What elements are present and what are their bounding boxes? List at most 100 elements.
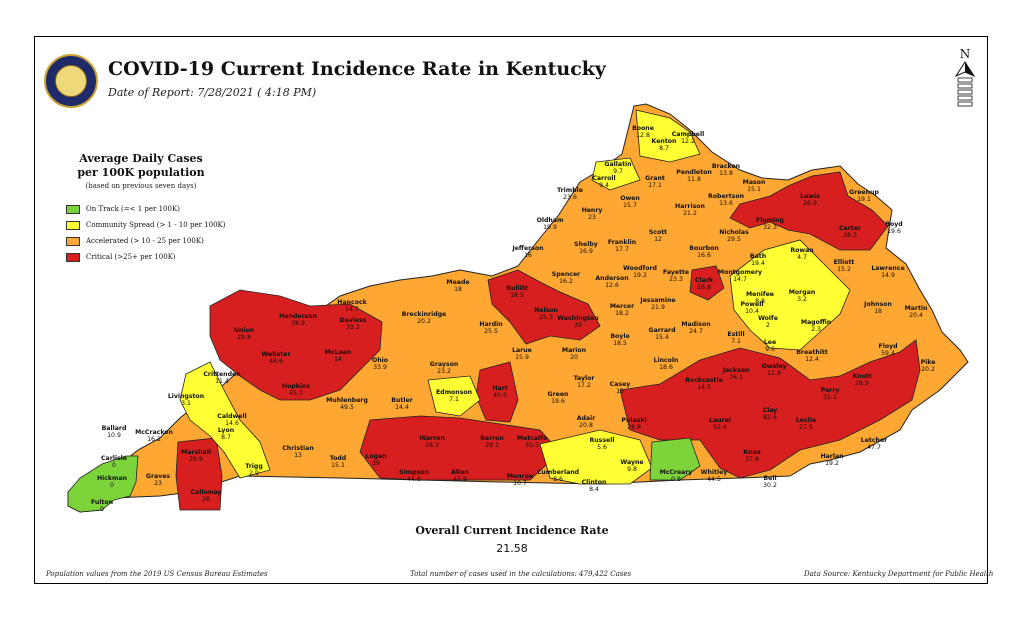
county-rate-martin: 20.4 bbox=[909, 312, 923, 319]
county-rate-robertson: 13.6 bbox=[719, 200, 733, 207]
county-rate-marion: 20 bbox=[570, 354, 578, 361]
county-rate-bell: 30.2 bbox=[763, 482, 777, 489]
county-name-elliott: Elliott bbox=[834, 259, 855, 266]
county-name-boone: Boone bbox=[632, 125, 654, 132]
county-name-jessamine: Jessamine bbox=[639, 297, 675, 304]
county-name-campbell: Campbell bbox=[672, 131, 704, 138]
county-rate-morgan: 3.2 bbox=[797, 296, 807, 303]
legend-title-line2: per 100K population bbox=[77, 166, 205, 179]
county-rate-menifee: 8.8 bbox=[755, 298, 765, 305]
county-name-harlan: Harlan bbox=[820, 453, 843, 460]
county-rate-campbell: 12.2 bbox=[681, 138, 695, 145]
county-rate-magoffin: 2.3 bbox=[811, 326, 821, 333]
map-title: COVID-19 Current Incidence Rate in Kentu… bbox=[108, 58, 606, 80]
county-rate-carroll: 9.4 bbox=[599, 182, 609, 189]
county-name-fulton: Fulton bbox=[91, 499, 113, 506]
legend-swatch-community-spread bbox=[66, 220, 80, 230]
county-rate-webster: 48.6 bbox=[269, 358, 283, 365]
county-rate-trimble: 23.6 bbox=[563, 194, 577, 201]
county-rate-grant: 17.1 bbox=[648, 182, 662, 189]
region-south-community bbox=[539, 429, 653, 485]
county-rate-meade: 18 bbox=[454, 286, 462, 293]
county-name-anderson: Anderson bbox=[595, 275, 628, 282]
county-rate-monroe: 10.7 bbox=[513, 480, 527, 487]
county-rate-pendleton: 11.8 bbox=[687, 176, 701, 183]
county-rate-trigg: 2.9 bbox=[249, 470, 259, 477]
county-name-montgomery: Montgomery bbox=[718, 269, 762, 276]
county-rate-kenton: 8.7 bbox=[659, 145, 669, 152]
county-rate-breckinridge: 20.2 bbox=[417, 318, 431, 325]
county-rate-logan: 29 bbox=[372, 460, 380, 467]
county-rate-fleming: 32.3 bbox=[763, 224, 777, 231]
county-rate-boyle: 18.5 bbox=[613, 340, 627, 347]
county-rate-floyd: 59.4 bbox=[881, 350, 895, 357]
county-name-crittenden: Crittenden bbox=[203, 371, 240, 378]
county-name-spencer: Spencer bbox=[552, 271, 581, 278]
county-name-greenup: Greenup bbox=[849, 189, 879, 196]
county-rate-clay: 82.6 bbox=[763, 414, 777, 421]
legend-label-critical: Critical (>25+ per 100K) bbox=[86, 253, 176, 261]
region-southeast-critical bbox=[619, 339, 921, 479]
county-rate-rowan: 4.7 bbox=[797, 254, 807, 261]
county-name-lincoln: Lincoln bbox=[654, 357, 679, 364]
county-name-hart: Hart bbox=[492, 385, 507, 392]
county-name-carlisle: Carlisle bbox=[101, 455, 127, 462]
county-name-logan: Logan bbox=[365, 453, 386, 460]
county-rate-livingston: 3.1 bbox=[181, 400, 191, 407]
legend-item-community-spread: Community Spread (> 1 - 10 per 100K) bbox=[66, 220, 256, 230]
county-name-madison: Madison bbox=[681, 321, 710, 328]
county-rate-gallatin: 9.7 bbox=[613, 168, 623, 175]
county-rate-wayne: 9.8 bbox=[627, 466, 637, 473]
legend-swatch-critical bbox=[66, 252, 80, 262]
county-rate-pike: 20.2 bbox=[921, 366, 935, 373]
legend-swatch-on-track bbox=[66, 204, 80, 214]
legend: Average Daily Cases per 100K population … bbox=[66, 152, 256, 262]
county-name-webster: Webster bbox=[261, 351, 291, 358]
county-name-washington: Washington bbox=[557, 315, 598, 322]
county-rate-lee: 9.6 bbox=[765, 346, 775, 353]
county-rate-russell: 5.6 bbox=[597, 444, 607, 451]
county-name-lewis: Lewis bbox=[800, 193, 820, 200]
county-name-floyd: Floyd bbox=[878, 343, 897, 350]
region-carroll-gallatin-community bbox=[591, 157, 641, 191]
county-name-clay: Clay bbox=[763, 407, 778, 414]
county-name-jackson: Jackson bbox=[722, 367, 750, 374]
county-name-marshall: Marshall bbox=[181, 449, 211, 456]
region-mccreary-on-track bbox=[649, 437, 701, 481]
county-name-henry: Henry bbox=[582, 207, 603, 214]
county-name-kenton: Kenton bbox=[652, 138, 677, 145]
county-rate-hickman: 0 bbox=[110, 482, 114, 489]
county-rate-barren: 29.1 bbox=[485, 442, 499, 449]
kentucky-seal-logo bbox=[44, 54, 98, 108]
county-rate-leslie: 27.5 bbox=[799, 424, 813, 431]
county-name-ohio: Ohio bbox=[372, 357, 388, 364]
county-name-christian: Christian bbox=[282, 445, 313, 452]
county-name-hopkins: Hopkins bbox=[282, 383, 310, 390]
county-name-estill: Estill bbox=[727, 331, 744, 338]
county-name-hickman: Hickman bbox=[97, 475, 127, 482]
county-name-bullitt: Bullitt bbox=[506, 285, 527, 292]
county-rate-christian: 13 bbox=[294, 452, 302, 459]
county-rate-boyd: 19.6 bbox=[887, 228, 901, 235]
county-name-metcalfe: Metcalfe bbox=[517, 435, 547, 442]
county-rate-owen: 15.7 bbox=[623, 202, 637, 209]
data-source-note: Data Source: Kentucky Department for Pub… bbox=[804, 570, 994, 578]
county-name-pendleton: Pendleton bbox=[676, 169, 712, 176]
county-rate-elliott: 15.2 bbox=[837, 266, 851, 273]
county-rate-marshall: 29.9 bbox=[189, 456, 203, 463]
county-rate-harlan: 19.2 bbox=[825, 460, 839, 467]
county-name-boyd: Boyd bbox=[885, 221, 902, 228]
county-rate-bullitt: 18.5 bbox=[510, 292, 524, 299]
county-name-breckinridge: Breckinridge bbox=[402, 311, 447, 318]
county-rate-fayette: 23.3 bbox=[669, 276, 683, 283]
county-name-wolfe: Wolfe bbox=[758, 315, 778, 322]
region-northeast-critical bbox=[729, 171, 889, 251]
county-name-rockcastle: Rockcastle bbox=[685, 377, 723, 384]
county-rate-mclean: 14 bbox=[334, 356, 342, 363]
county-rate-clinton: 8.4 bbox=[589, 486, 599, 493]
county-name-grant: Grant bbox=[645, 175, 665, 182]
county-name-livingston: Livingston bbox=[168, 393, 204, 400]
region-hardin-washington-critical bbox=[487, 269, 601, 345]
county-name-johnson: Johnson bbox=[863, 301, 892, 308]
county-name-bourbon: Bourbon bbox=[689, 245, 719, 252]
